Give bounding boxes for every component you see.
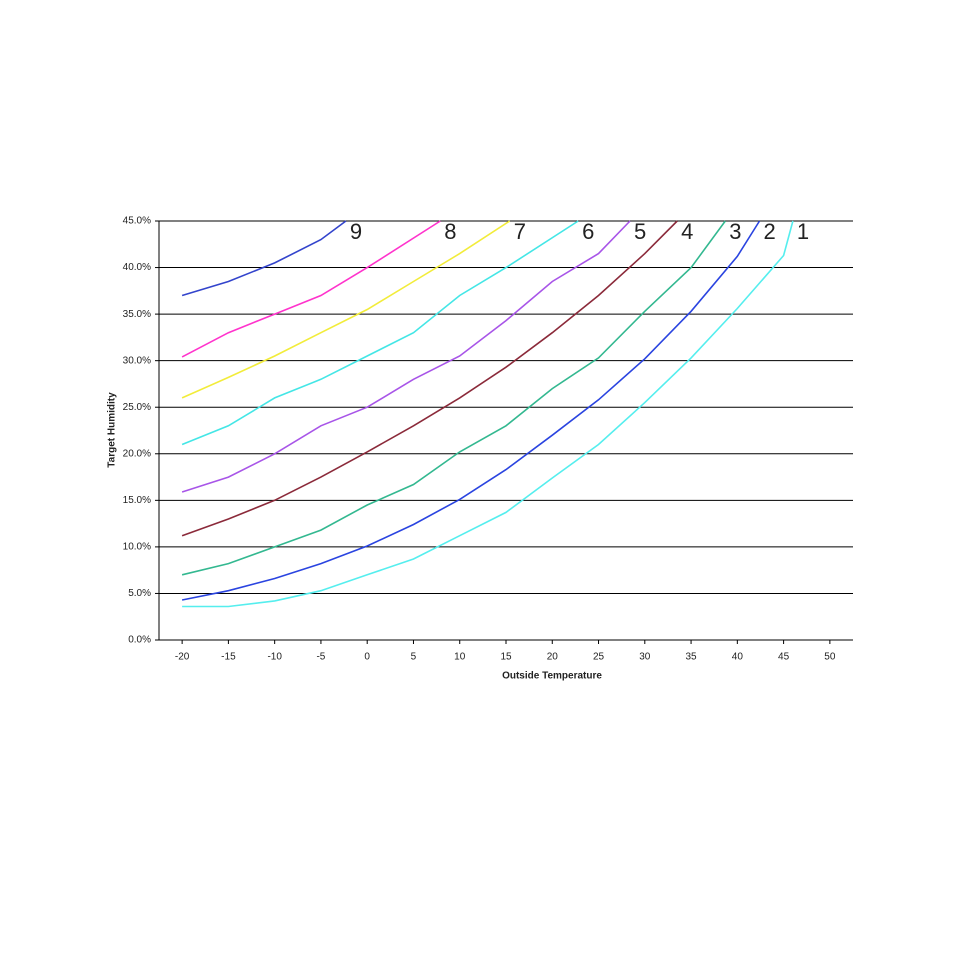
series-label: 2 <box>764 219 776 244</box>
x-tick-label: 0 <box>364 652 370 663</box>
series-line <box>181 220 579 446</box>
x-tick-label: 50 <box>824 652 836 663</box>
series-line <box>181 220 441 358</box>
y-tick-label: 0.0% <box>128 635 151 646</box>
y-tick-label: 15.0% <box>123 495 151 506</box>
x-axis-title: Outside Temperature <box>502 671 602 682</box>
x-tick-label: 45 <box>778 652 790 663</box>
y-tick-label: 10.0% <box>123 542 151 553</box>
x-tick-label: 40 <box>732 652 744 663</box>
y-tick-label: 30.0% <box>123 355 151 366</box>
x-tick-label: 30 <box>639 652 651 663</box>
series-line <box>181 220 726 576</box>
series-label: 8 <box>444 219 456 244</box>
x-tick-label: -15 <box>221 652 236 663</box>
series-label: 1 <box>797 219 809 244</box>
series-label: 4 <box>681 219 693 244</box>
y-tick-label: 5.0% <box>128 588 151 599</box>
series-line <box>181 220 511 399</box>
y-tick-label: 40.0% <box>123 262 151 273</box>
y-tick-label: 20.0% <box>123 448 151 459</box>
series-label: 9 <box>350 219 362 244</box>
x-tick-label: 35 <box>686 652 698 663</box>
x-tick-label: 25 <box>593 652 605 663</box>
y-tick-label: 35.0% <box>123 309 151 320</box>
x-tick-label: -10 <box>267 652 282 663</box>
x-tick-label: 5 <box>411 652 417 663</box>
y-axis-title: Target Humidity <box>107 392 118 468</box>
x-tick-label: -5 <box>316 652 325 663</box>
y-tick-label: 45.0% <box>123 216 151 227</box>
series-label: 5 <box>634 219 646 244</box>
series-label: 3 <box>729 219 741 244</box>
series-line <box>181 220 678 537</box>
series-line <box>181 220 631 493</box>
y-tick-label: 25.0% <box>123 402 151 413</box>
series-line <box>181 220 761 601</box>
x-tick-label: 10 <box>454 652 466 663</box>
series-line <box>181 220 347 297</box>
x-tick-label: -20 <box>175 652 190 663</box>
series-label: 7 <box>514 219 526 244</box>
x-tick-label: 15 <box>500 652 512 663</box>
x-tick-label: 20 <box>547 652 559 663</box>
series-line <box>182 220 794 608</box>
series-label: 6 <box>582 219 594 244</box>
